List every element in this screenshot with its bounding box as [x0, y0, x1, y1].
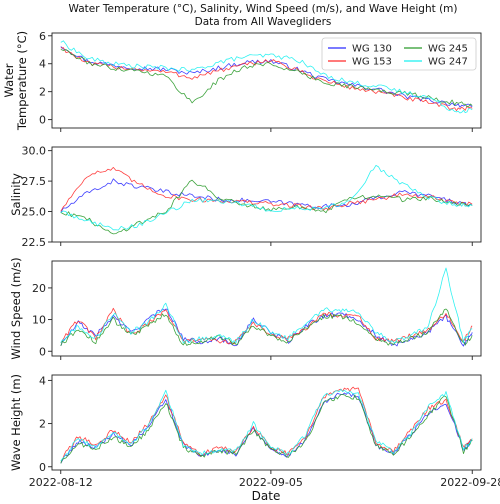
- x-axis-label: Date: [252, 489, 281, 503]
- series-line-wg-245: [60, 394, 473, 464]
- x-tick-label: 2022-08-12: [29, 476, 93, 489]
- y-axis-label: Wind Speed (m/s): [9, 257, 23, 359]
- y-tick-label: 0: [39, 114, 46, 127]
- axes-frame: [51, 146, 482, 243]
- legend-label: WG 153: [352, 57, 392, 68]
- legend-label: WG 247: [428, 57, 468, 68]
- y-tick-label: 2: [39, 418, 46, 431]
- series-group: [60, 267, 473, 347]
- axes-frame: [51, 374, 482, 471]
- series-line-wg-247: [60, 165, 473, 231]
- series-group: [60, 165, 473, 235]
- y-tick-label: 27.5: [22, 175, 47, 188]
- legend-label: WG 245: [428, 44, 468, 55]
- series-line-wg-153: [60, 167, 473, 212]
- y-tick-label: 0: [39, 345, 46, 358]
- panel-3: 0 10 20 Wind Speed (m/s): [9, 257, 482, 360]
- x-tick-label: 2022-09-05: [239, 476, 303, 489]
- series-group: [60, 386, 473, 464]
- y-tick-label: 25.0: [22, 206, 47, 219]
- y-tick-label: 20: [32, 282, 46, 295]
- y-axis-label: Wave Height (m): [9, 374, 23, 471]
- legend: WG 130 WG 153 WG 245 WG 247: [321, 37, 477, 71]
- x-tick-label: 2022-09-28: [440, 476, 500, 489]
- y-axis-label: Salinity: [9, 173, 23, 216]
- panel-4: 0 2 4 2022-08-12 2022-09-05 2022-09-28 Wave He…: [9, 374, 500, 489]
- series-line-wg-247: [60, 267, 473, 344]
- chart-title: Water Temperature (°C), Salinity, Wind S…: [69, 3, 458, 15]
- series-line-wg-247: [60, 40, 473, 114]
- y-tick-label: 4: [39, 58, 46, 71]
- legend-label: WG 130: [352, 44, 392, 55]
- legend-box: [321, 37, 477, 71]
- panel-2: 22.5 25.0 27.5 30.0 Salinity: [9, 145, 482, 249]
- y-tick-label: 2: [39, 86, 46, 99]
- series-line-wg-247: [60, 388, 473, 462]
- chart-subtitle: Data from All Wavegliders: [195, 16, 332, 28]
- series-line-wg-130: [60, 392, 473, 464]
- y-tick-label: 6: [39, 30, 46, 43]
- axes-frame: [51, 32, 482, 129]
- series-group: [60, 40, 473, 114]
- y-tick-label: 10: [32, 314, 46, 327]
- y-tick-label: 30.0: [22, 145, 47, 158]
- axes-frame: [51, 260, 482, 357]
- y-tick-label: 22.5: [22, 236, 47, 249]
- y-tick-label: 0: [39, 461, 46, 474]
- y-tick-label: 4: [39, 374, 46, 387]
- y-axis-label: WaterTemperature (°C): [2, 31, 29, 131]
- series-line-wg-153: [60, 386, 473, 462]
- series-line-wg-130: [60, 178, 473, 213]
